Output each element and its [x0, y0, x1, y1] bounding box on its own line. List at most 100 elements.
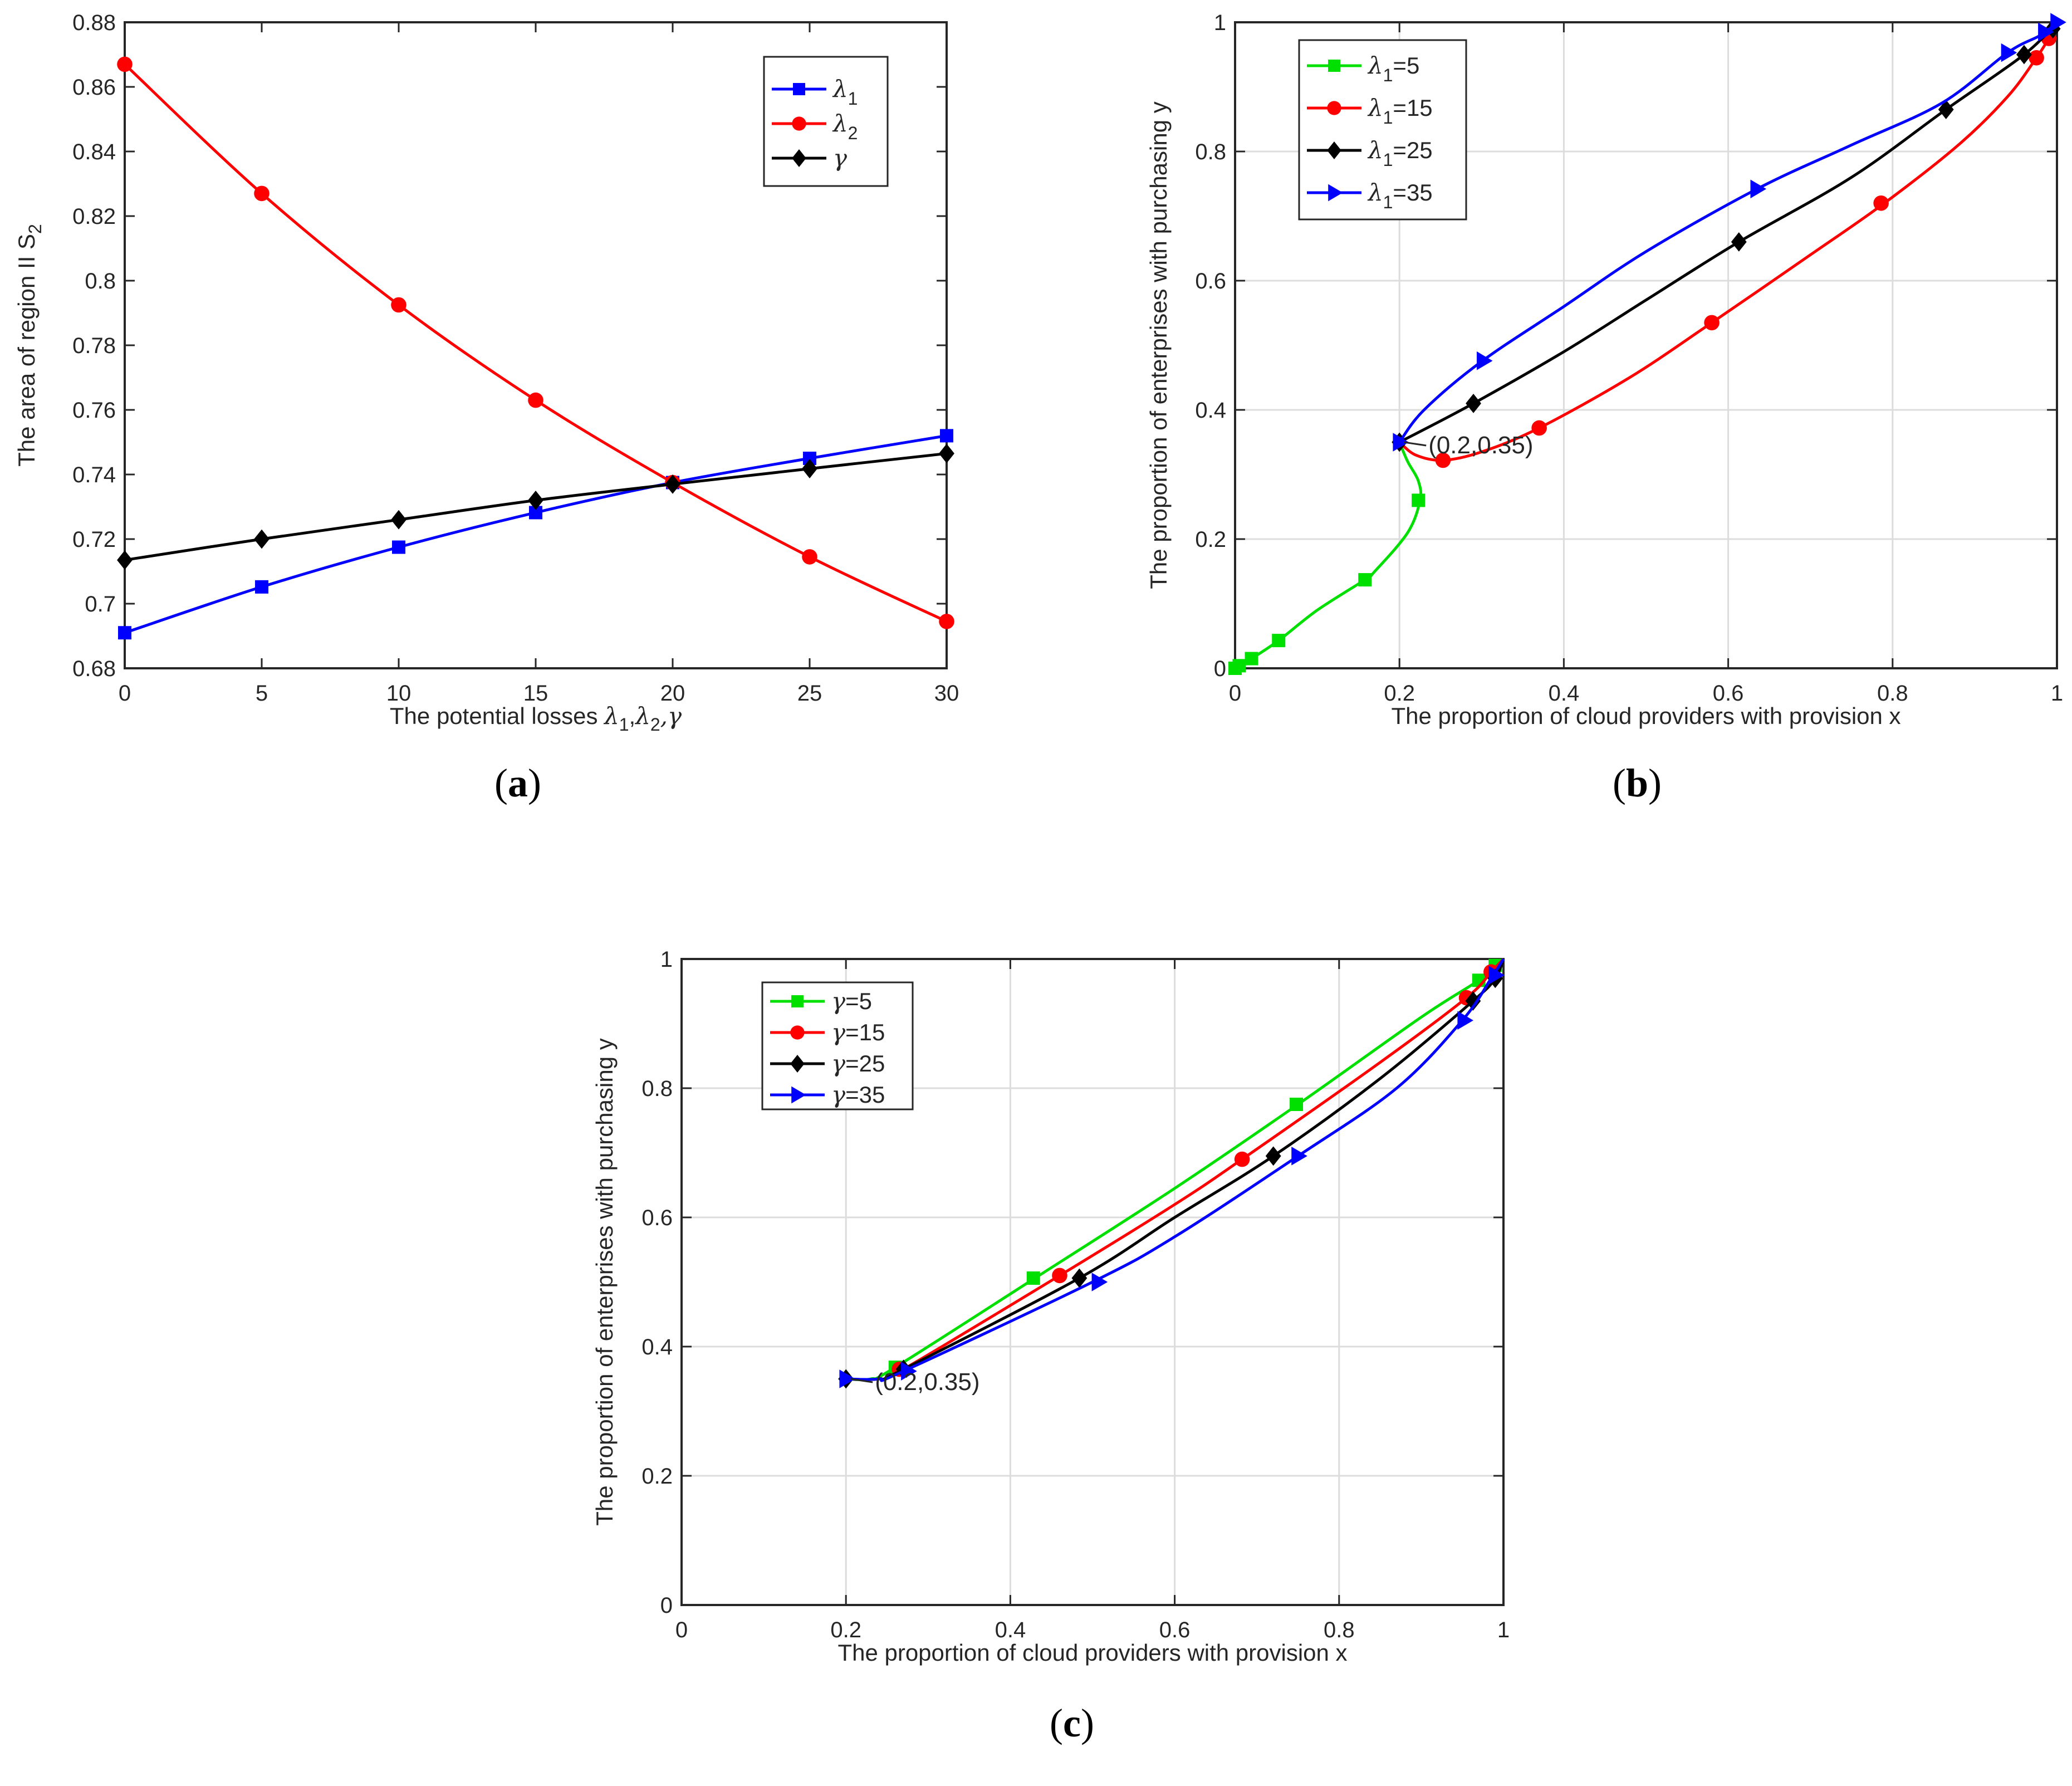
- data-point: [391, 510, 406, 530]
- data-point: [1704, 315, 1720, 331]
- data-point: [665, 474, 680, 494]
- y-tick-label: 0.88: [72, 11, 116, 35]
- series-γ=35: [839, 958, 1505, 1388]
- legend-label: λ1=5: [1367, 52, 1419, 85]
- legend-marker: [792, 149, 806, 167]
- y-tick-label: 0.86: [72, 75, 116, 100]
- y-tick-label: 1: [1214, 11, 1226, 35]
- x-tick-label: 0.4: [995, 1618, 1026, 1642]
- data-point: [2016, 45, 2032, 65]
- legend-label: λ1: [832, 75, 858, 109]
- x-tick-label: 0.6: [1159, 1618, 1191, 1642]
- series-λ1=35: [1393, 13, 2066, 452]
- y-tick-label: 0.82: [72, 204, 116, 229]
- y-tick-label: 0.68: [72, 657, 116, 681]
- data-point: [1435, 452, 1451, 468]
- chart-panel-a: 0 5 10 15 20 25 30 0.68 0.7 0.72 0.74 0.76 0.78 0.8 0.…: [13, 11, 959, 805]
- x-tick-label: 1: [1497, 1618, 1510, 1642]
- data-point: [802, 549, 817, 565]
- x-tick-label: 30: [934, 681, 959, 706]
- data-point: [255, 580, 268, 594]
- x-tick-label: 0.2: [830, 1618, 861, 1642]
- legend-box: [763, 56, 889, 187]
- x-tick-label: 20: [660, 681, 685, 706]
- legend-label: γ=15: [831, 1019, 885, 1046]
- y-tick-label: 0.2: [1195, 527, 1226, 552]
- panel-label: (c): [1050, 1701, 1094, 1745]
- data-point: [1393, 433, 1409, 452]
- data-point: [391, 297, 406, 313]
- panel-label: (a): [494, 761, 541, 805]
- legend: γ=5 γ=15 γ=25 γ=35: [761, 981, 914, 1110]
- y-tick-label: 0.84: [72, 140, 116, 164]
- legend-label: γ=5: [831, 987, 872, 1015]
- x-tick-label: 0.4: [1549, 681, 1580, 706]
- legend-label: λ1=35: [1367, 179, 1433, 212]
- y-axis-label: The proportion of enterprises with purch…: [591, 1038, 618, 1525]
- x-tick-label: 1: [2051, 681, 2063, 706]
- y-tick-label: 0.72: [72, 527, 116, 552]
- legend-marker: [790, 1055, 805, 1073]
- data-point: [2001, 43, 2017, 62]
- y-tick-label: 0.78: [72, 334, 116, 358]
- y-tick-label: 0.6: [1195, 269, 1226, 293]
- legend-label: γ: [833, 144, 848, 172]
- data-point: [528, 392, 543, 408]
- data-point: [1531, 420, 1547, 436]
- panel-label: (b): [1613, 761, 1662, 805]
- x-tick-label: 0.8: [1324, 1618, 1355, 1642]
- data-point: [1476, 351, 1493, 370]
- series-γ: [117, 443, 954, 570]
- x-tick-label: 0: [119, 681, 131, 706]
- axes-box: [680, 958, 1505, 1606]
- legend-marker: [792, 116, 806, 131]
- y-tick-label: 1: [660, 947, 673, 972]
- series-λ1=5: [1228, 442, 1426, 675]
- data-point: [1071, 1268, 1088, 1288]
- legend-label: λ1=15: [1367, 94, 1433, 128]
- y-tick-label: 0.74: [72, 463, 116, 487]
- series-line: [1398, 21, 2059, 462]
- y-tick-label: 0.8: [641, 1077, 673, 1101]
- x-tick-label: 0: [1229, 681, 1241, 706]
- data-point: [901, 1362, 917, 1381]
- x-axis-label: The proportion of cloud providers with p…: [1391, 703, 1900, 729]
- data-point: [1465, 991, 1481, 1011]
- data-point: [254, 185, 270, 202]
- data-point: [1228, 662, 1242, 675]
- annotation-arrow: [1403, 441, 1427, 447]
- legend-marker: [1327, 101, 1341, 115]
- legend-label: γ=35: [831, 1081, 885, 1108]
- legend-marker: [791, 995, 804, 1007]
- data-point: [1731, 232, 1747, 252]
- data-point: [2050, 13, 2066, 32]
- x-tick-label: 15: [523, 681, 548, 706]
- legend-marker: [1328, 184, 1343, 202]
- x-axis-label: The potential losses λ1,λ2,γ: [390, 702, 682, 735]
- data-point: [1466, 394, 1481, 413]
- x-axis-label: The proportion of cloud providers with p…: [837, 1640, 1347, 1666]
- x-tick-label: 0.6: [1713, 681, 1744, 706]
- data-point: [1026, 1271, 1040, 1285]
- annotation-label: (0.2,0.35): [1428, 432, 1533, 459]
- y-tick-label: 0: [660, 1593, 673, 1618]
- data-point: [392, 540, 405, 554]
- legend-marker: [1328, 60, 1340, 72]
- data-point: [1873, 195, 1889, 211]
- annotation-arrow: [850, 1378, 873, 1383]
- y-tick-label: 0.4: [1195, 398, 1226, 423]
- legend-label: γ=25: [831, 1050, 885, 1077]
- data-point: [1457, 1011, 1473, 1030]
- data-point: [118, 626, 131, 640]
- y-tick-label: 0.8: [1195, 140, 1226, 164]
- axes-box: [1234, 21, 2058, 669]
- y-tick-label: 0.8: [85, 269, 116, 293]
- legend-marker: [791, 1086, 806, 1104]
- data-point: [1291, 1147, 1307, 1166]
- y-tick-label: 0: [1214, 657, 1226, 681]
- legend-marker: [790, 1025, 805, 1040]
- data-point: [1272, 634, 1286, 648]
- data-point: [1234, 1151, 1250, 1167]
- y-tick-label: 0.76: [72, 398, 116, 423]
